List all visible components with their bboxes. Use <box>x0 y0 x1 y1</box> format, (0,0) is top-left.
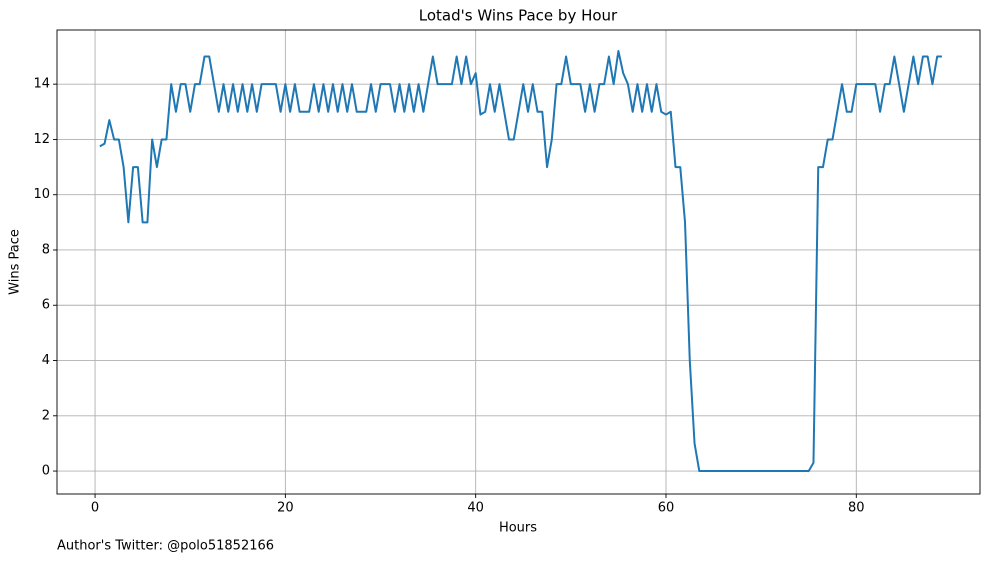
x-tick-label: 80 <box>848 501 865 516</box>
annotation: Author's Twitter: @polo51852166 <box>57 539 274 554</box>
data-line <box>99 50 942 473</box>
x-tick-label: 20 <box>277 501 294 516</box>
x-tick-label: 40 <box>467 501 484 516</box>
y-tick-label: 8 <box>42 242 50 257</box>
x-tick-label: 0 <box>91 501 99 516</box>
y-tick-label: 4 <box>42 353 50 368</box>
y-tick-label: 10 <box>33 187 50 202</box>
chart-title: Lotad's Wins Pace by Hour <box>419 7 618 25</box>
y-tick-label: 6 <box>42 298 50 313</box>
y-tick-label: 14 <box>33 77 50 92</box>
x-tick-label: 60 <box>658 501 675 516</box>
plot-area: 0 20 40 60 80 0 2 4 6 8 10 12 14 <box>33 30 980 516</box>
y-tick-label: 12 <box>33 132 50 147</box>
y-axis-label: Wins Pace <box>8 229 23 295</box>
y-tick-label: 2 <box>42 408 50 423</box>
y-tick-label: 0 <box>42 464 50 479</box>
x-axis-label: Hours <box>499 521 537 536</box>
axes-frame <box>56 29 981 495</box>
